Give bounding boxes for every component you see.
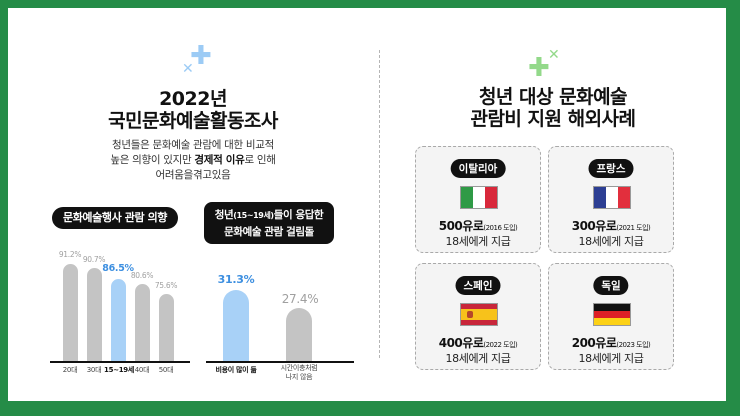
bar-label-highlight: 31.3%: [217, 273, 255, 286]
bar-label: 27.4%: [281, 292, 319, 306]
chart1-axis: [50, 361, 190, 363]
category-label: 20대: [62, 366, 78, 374]
spain-flag-icon: [460, 303, 498, 326]
bar-cost: [223, 290, 249, 361]
survey-title: 2022년 국민문화예술활동조사: [68, 88, 318, 132]
category-label: 40대: [134, 366, 150, 374]
slide-canvas: ✕ ✚ 2022년 국민문화예술활동조사 청년들은 문화예술 관람에 대한 비교…: [8, 8, 726, 401]
bar-label: 80.6%: [130, 271, 154, 280]
overseas-cases-title: 청년 대상 문화예술 관람비 지원 해외사례: [470, 86, 636, 130]
chart-viewing-intention: 91.2% 90.7% 86.5% 80.6% 75.6%: [52, 238, 182, 366]
country-pill: 이탈리아: [450, 159, 506, 178]
survey-title-name: 국민문화예술활동조사: [108, 110, 278, 132]
desc-line-3: 어려움을겪고있음: [155, 169, 231, 181]
plus-decoration-icon: ✚: [190, 41, 212, 71]
cross-decoration-icon: ✕: [182, 61, 194, 77]
bar-no-time: [286, 308, 312, 361]
bar-50s: [159, 294, 174, 362]
desc-line-1: 청년들은 문화예술 관람에 대한 비교적: [112, 139, 274, 151]
bar-40s: [135, 284, 150, 362]
bar-label: 91.2%: [58, 250, 82, 259]
category-label-highlight: 비용이 많이 듦: [215, 366, 257, 374]
section-divider: [379, 50, 380, 358]
chart1-title-pill: 문화예술행사 관람 의향: [52, 207, 178, 229]
desc-emphasis: 경제적 이유: [194, 154, 245, 166]
country-pill: 독일: [593, 276, 629, 295]
bar-label: 90.7%: [82, 255, 106, 264]
bar-label: 75.6%: [154, 281, 178, 290]
desc-line-2: 높은 의향이 있지만 경제적 이유로 인해: [110, 154, 276, 166]
plus-decoration-icon: ✚: [528, 53, 550, 83]
chart2-title-pill: 청년(15~19세)들이 응답한 문화예술 관람 걸림돌: [204, 202, 334, 244]
germany-flag-icon: [593, 303, 631, 326]
italy-flag-icon: [460, 186, 498, 209]
country-card-germany: 독일 200유로(2023 도입) 18세에게 지급: [548, 263, 674, 370]
category-label-highlight: 15~19세: [104, 366, 134, 374]
survey-title-year: 2022년: [159, 88, 227, 110]
country-card-italy: 이탈리아 500유로(2016 도입) 18세에게 지급: [415, 146, 541, 253]
bar-20s: [63, 264, 78, 362]
bar-15-19: [111, 279, 126, 362]
country-pill: 프랑스: [588, 159, 634, 178]
bar-label-highlight: 86.5%: [102, 263, 134, 274]
bar-30s: [87, 268, 102, 362]
country-pill: 스페인: [455, 276, 501, 295]
category-label: 시간이충처럼 나지 않음: [280, 364, 318, 381]
france-flag-icon: [593, 186, 631, 209]
chart2-axis: [206, 361, 354, 363]
survey-description: 청년들은 문화예술 관람에 대한 비교적 높은 의향이 있지만 경제적 이유로 …: [68, 138, 318, 183]
country-card-france: 프랑스 300유로(2021 도입) 18세에게 지급: [548, 146, 674, 253]
category-label: 50대: [158, 366, 174, 374]
country-card-spain: 스페인 400유로(2022 도입) 18세에게 지급: [415, 263, 541, 370]
category-label: 30대: [86, 366, 102, 374]
cross-decoration-icon: ✕: [548, 47, 560, 63]
